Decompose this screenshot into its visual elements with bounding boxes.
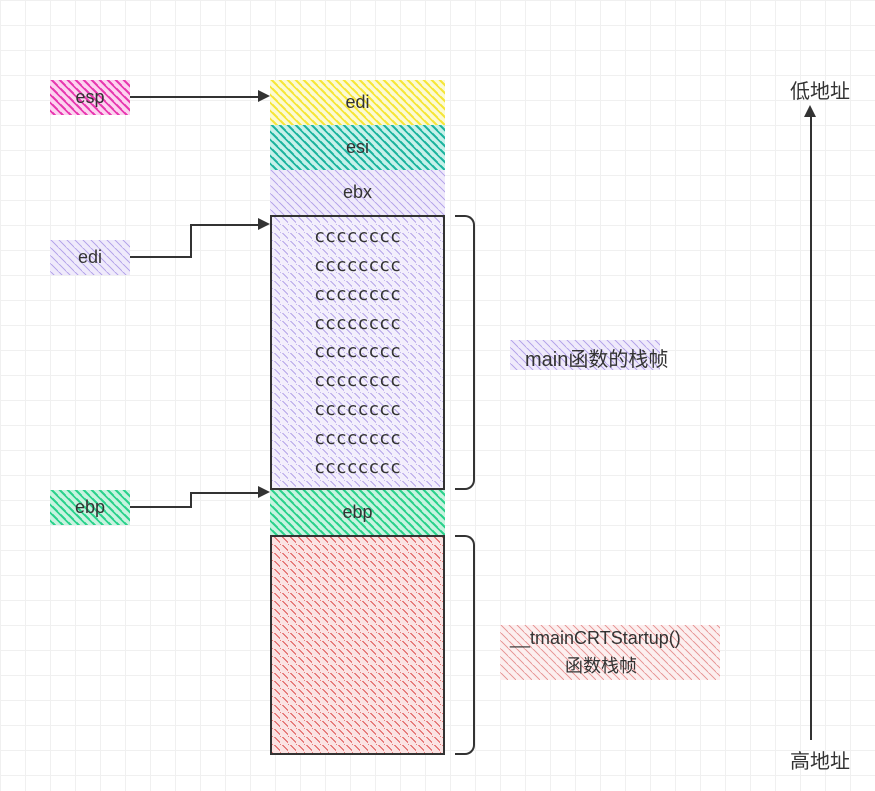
addr-high: 高地址: [790, 745, 850, 774]
pointer-edi: edi: [50, 240, 130, 275]
label-crt-1: __tmainCRTStartup(): [510, 628, 681, 649]
stack-cell-esi: esi: [270, 125, 445, 170]
label-crt-2: 函数栈帧: [565, 652, 637, 678]
stack-cell-ebx: ebx: [270, 170, 445, 215]
arrow-esp: [130, 96, 260, 98]
arrow-esp-head: [258, 90, 270, 102]
pointer-esp: esp: [50, 80, 130, 115]
pointer-ebp: ebp: [50, 490, 130, 525]
arrow-edi-v: [190, 224, 192, 258]
stack-cell-edi: edi: [270, 80, 445, 125]
stack-cell-crt: [270, 535, 445, 755]
stack-cell-esi-label: esi: [346, 137, 369, 158]
brace-crt: [455, 535, 475, 755]
arrow-edi: [130, 256, 190, 258]
arrow-edi-2: [190, 224, 260, 226]
stack-cell-ebx-label: ebx: [343, 182, 372, 203]
addr-arrowhead: [804, 105, 816, 117]
pointer-esp-label: esp: [75, 87, 104, 108]
arrow-ebp-head: [258, 486, 270, 498]
stack-cc-lines: cccccccc cccccccc cccccccc cccccccc cccc…: [272, 217, 443, 488]
pointer-ebp-label: ebp: [75, 497, 105, 518]
label-main: main函数的栈帧: [525, 343, 668, 372]
arrow-ebp-v: [190, 492, 192, 508]
arrow-edi-head: [258, 218, 270, 230]
pointer-edi-label: edi: [78, 247, 102, 268]
addr-axis: [810, 115, 812, 740]
stack-cell-cc: cccccccc cccccccc cccccccc cccccccc cccc…: [270, 215, 445, 490]
stack-cell-edi-label: edi: [345, 92, 369, 113]
brace-main: [455, 215, 475, 490]
stack-cell-ebp: ebp: [270, 490, 445, 535]
arrow-ebp: [130, 506, 190, 508]
addr-low: 低地址: [790, 75, 850, 104]
arrow-ebp-2: [190, 492, 260, 494]
stack-cell-ebp-label: ebp: [342, 502, 372, 523]
